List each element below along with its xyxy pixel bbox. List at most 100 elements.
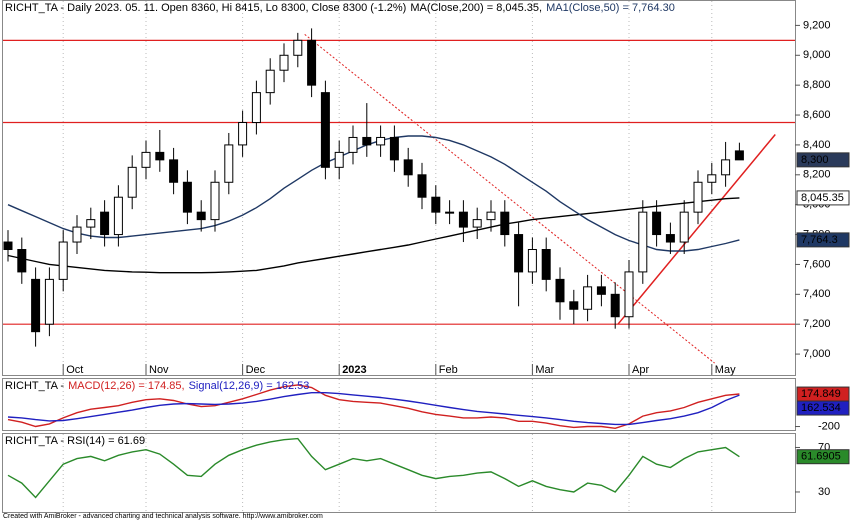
candle-body: [127, 166, 137, 198]
x-tick-label: Apr: [632, 364, 649, 376]
candle-body: [596, 286, 606, 295]
candle-body: [58, 241, 68, 280]
candle-body: [320, 92, 330, 168]
y-tick-label: 8,600: [803, 109, 831, 121]
y-tick-label: -200: [818, 420, 840, 432]
candle-body: [693, 181, 703, 213]
value-box: [796, 232, 850, 248]
candle-body: [72, 226, 82, 243]
y-tick-label: 8,400: [803, 139, 831, 151]
candle-body: [44, 278, 54, 325]
value-box: [796, 449, 850, 465]
candle-body: [238, 122, 248, 146]
candle-body: [17, 249, 27, 273]
x-tick-label: Mar: [535, 364, 554, 376]
value-label: 7,764.3: [801, 234, 838, 246]
value-box: [796, 400, 850, 416]
value-box: [796, 152, 850, 168]
footer: Created with AmiBroker - advanced charti…: [3, 513, 323, 520]
candle-body: [251, 92, 261, 124]
y-tick-label: 7,400: [803, 288, 831, 300]
candle-body: [196, 211, 206, 221]
candle-body: [445, 211, 455, 214]
x-tick-label: Dec: [246, 364, 266, 376]
candle-body: [100, 211, 110, 236]
candle-body: [113, 196, 123, 236]
value-label: 61.6905: [801, 451, 841, 463]
candle-body: [293, 39, 303, 56]
y-tick-label: 7,200: [803, 318, 831, 330]
series-line: [7, 392, 740, 426]
candle-body: [86, 219, 96, 228]
y-tick-label: 9,200: [803, 19, 831, 31]
value-label: 174.849: [801, 388, 841, 400]
candle-body: [348, 136, 358, 153]
candle-body: [182, 181, 192, 213]
candle-body: [679, 211, 689, 243]
candle-body: [210, 181, 220, 221]
title: RICHT_TA - Daily 2023. 05. 11. Open 8360…: [5, 2, 406, 14]
title: RICHT_TA -: [5, 380, 64, 392]
macd-title: RICHT_TA - MACD(12,26) = 174.85, Signal(12…: [5, 380, 309, 392]
value-label: 8,045.35: [801, 192, 844, 204]
candle-body: [665, 234, 675, 243]
candle-body: [569, 301, 579, 310]
candle-body: [279, 54, 289, 71]
x-tick-label: Nov: [149, 364, 169, 376]
candle-body: [403, 159, 413, 176]
candle-body: [583, 286, 593, 310]
y-tick-label: 9,000: [803, 49, 831, 61]
legend-entry: MACD(12,26) = 174.85,: [68, 380, 184, 392]
legend-entry: MA(Close,200) = 8,045.35,: [410, 2, 542, 14]
y-tick-label: 7,000: [803, 348, 831, 360]
rsi-title: RICHT_TA - RSI(14) = 61.69: [5, 435, 145, 447]
candle-body: [610, 293, 620, 318]
candle-body: [3, 241, 13, 251]
legend-entry: Signal(12,26,9) = 162.53: [189, 380, 310, 392]
y-tick-label: 30: [818, 486, 830, 498]
x-tick-label: Oct: [66, 364, 83, 376]
series-line: [7, 384, 740, 430]
value-label: 162.534: [801, 402, 841, 414]
legend-entry: MA1(Close,50) = 7,764.30: [546, 2, 675, 14]
y-tick-label: 8,800: [803, 79, 831, 91]
candle-body: [486, 211, 496, 221]
y-tick-label: 7,600: [803, 258, 831, 270]
trend-line: [304, 33, 715, 364]
series-line: [7, 135, 740, 252]
x-tick-label: 2023: [342, 364, 366, 376]
candle-body: [500, 211, 510, 236]
x-tick-label: Feb: [439, 364, 458, 376]
rsi-pane: [2, 433, 796, 513]
candle-body: [155, 151, 165, 161]
candle-body: [389, 136, 399, 161]
candle-body: [527, 249, 537, 273]
macd-pane: [2, 378, 796, 431]
candle-body: [638, 211, 648, 273]
candle-body: [514, 234, 524, 273]
candle-body: [417, 174, 427, 198]
series-line: [7, 197, 740, 274]
candle-body: [734, 150, 744, 161]
trend-line: [617, 133, 776, 325]
value-box: [796, 190, 850, 206]
candle-body: [707, 174, 717, 183]
candle-body: [376, 136, 386, 146]
candle-body: [362, 136, 372, 146]
plot-layer: Oct Nov Dec 2023 Feb Mar Apr May 7,000 7,200 7,400…: [3, 1, 850, 512]
price-title: RICHT_TA - Daily 2023. 05. 11. Open 8360…: [5, 2, 675, 14]
price-pane: [2, 0, 796, 376]
candle-body: [265, 69, 275, 94]
candle-body: [624, 271, 634, 318]
candle-body: [224, 144, 234, 183]
candle-body: [541, 249, 551, 280]
candle-body: [652, 211, 662, 236]
candle-body: [169, 159, 179, 183]
candle-body: [472, 219, 482, 228]
candle-body: [458, 211, 468, 228]
candle-body: [555, 278, 565, 303]
candle-body: [31, 278, 41, 333]
x-tick-label: May: [715, 364, 736, 376]
candle-body: [334, 151, 344, 168]
